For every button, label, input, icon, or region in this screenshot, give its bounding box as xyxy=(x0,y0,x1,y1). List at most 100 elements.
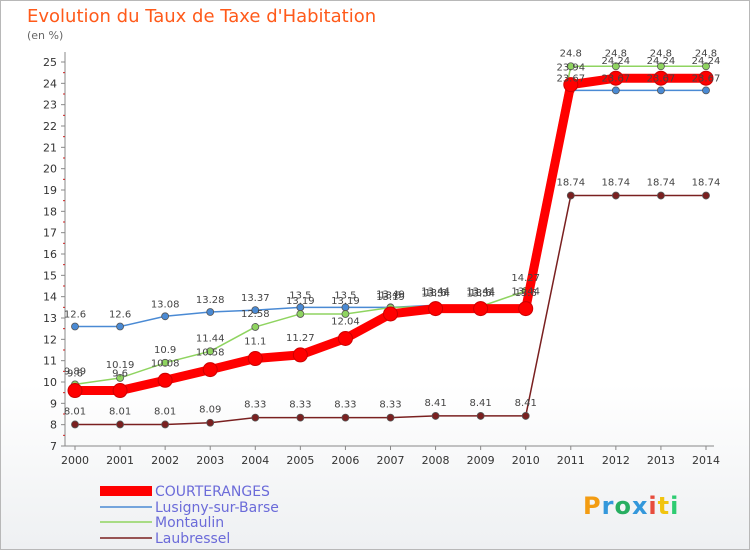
legend-label: Lusigny-sur-Barse xyxy=(155,500,279,516)
series-point-1 xyxy=(657,86,665,95)
series-point-0 xyxy=(247,351,263,367)
x-tick-label: 2010 xyxy=(512,454,540,467)
series-point-0 xyxy=(428,301,444,317)
legend-label: COURTERANGES xyxy=(155,484,270,500)
x-tick-label: 2005 xyxy=(286,454,314,467)
data-label: 13.6 xyxy=(470,288,492,299)
x-tick-label: 2012 xyxy=(602,454,630,467)
series-point-0 xyxy=(337,330,353,346)
data-label: 12.6 xyxy=(64,310,86,321)
logo-letter: P xyxy=(583,492,602,520)
series-point-0 xyxy=(518,301,534,317)
data-label: 9.6 xyxy=(112,369,128,380)
data-label: 13.19 xyxy=(331,296,360,307)
logo-letter: i xyxy=(670,492,680,520)
x-tick-label: 2013 xyxy=(647,454,675,467)
x-tick-label: 2007 xyxy=(377,454,405,467)
series-point-3 xyxy=(657,191,665,200)
data-label: 23.67 xyxy=(602,73,631,84)
series-point-0 xyxy=(653,70,669,86)
x-tick-label: 2011 xyxy=(557,454,585,467)
x-tick-label: 2003 xyxy=(196,454,224,467)
series-point-0 xyxy=(292,347,308,363)
data-label: 18.74 xyxy=(692,178,721,189)
series-point-0 xyxy=(202,362,218,378)
y-tick-label: 17 xyxy=(43,227,57,240)
series-point-3 xyxy=(476,412,485,420)
series-point-3 xyxy=(71,420,79,429)
series-point-0 xyxy=(67,383,83,399)
proxiti-logo: Proxiti xyxy=(583,492,679,520)
x-tick-label: 2000 xyxy=(61,454,89,467)
y-tick-label: 23 xyxy=(43,99,57,112)
data-label: 24.8 xyxy=(650,48,672,59)
data-label: 13.19 xyxy=(376,292,405,303)
data-label: 23.94 xyxy=(556,63,585,74)
data-label: 12.04 xyxy=(331,316,360,327)
y-tick-label: 19 xyxy=(43,184,57,197)
logo-letter: x xyxy=(631,492,649,520)
data-label: 13.5 xyxy=(289,290,311,301)
data-label: 13.54 xyxy=(421,288,450,299)
series-point-2 xyxy=(116,374,124,382)
data-label: 11.44 xyxy=(196,333,225,344)
y-tick-label: 22 xyxy=(43,120,57,133)
y-tick-label: 24 xyxy=(43,77,57,90)
data-label: 13.19 xyxy=(286,296,315,307)
series-point-2 xyxy=(206,347,215,356)
data-label: 13.28 xyxy=(196,295,225,306)
y-tick-label: 21 xyxy=(43,141,57,154)
y-tick-label: 8 xyxy=(50,419,57,432)
legend-label: Montaulin xyxy=(155,515,224,531)
x-tick-label: 2002 xyxy=(151,454,179,467)
data-label: 24.8 xyxy=(605,48,627,59)
data-label: 10.08 xyxy=(151,358,180,369)
series-point-3 xyxy=(206,418,215,427)
series-point-3 xyxy=(702,191,710,200)
series-point-0 xyxy=(608,70,624,86)
y-tick-label: 20 xyxy=(43,163,57,176)
data-label: 14.27 xyxy=(511,273,540,284)
data-label: 13.6 xyxy=(515,288,537,299)
chart-title: Evolution du Taux de Taxe d'Habitation xyxy=(27,6,377,27)
data-label: 10.9 xyxy=(154,345,176,356)
data-label: 13.6 xyxy=(424,288,446,299)
data-label: 18.74 xyxy=(647,178,676,189)
series-point-3 xyxy=(296,413,305,422)
data-label: 10.19 xyxy=(106,360,135,371)
data-label: 13.08 xyxy=(151,299,180,310)
series-point-3 xyxy=(116,420,124,429)
data-label: 12.6 xyxy=(109,310,131,321)
series-point-3 xyxy=(611,191,620,200)
y-tick-label: 25 xyxy=(43,56,57,69)
data-label: 8.01 xyxy=(109,406,131,417)
series-point-0 xyxy=(563,77,579,93)
series-line-2 xyxy=(74,65,706,386)
y-tick-label: 12 xyxy=(43,333,57,346)
data-label: 8.33 xyxy=(379,400,401,411)
y-tick-label: 16 xyxy=(43,248,57,261)
y-tick-label: 14 xyxy=(43,291,57,304)
data-label: 9.89 xyxy=(64,366,86,377)
data-label: 11.27 xyxy=(286,333,315,344)
data-label: 12.58 xyxy=(241,309,270,320)
series-point-1 xyxy=(251,306,260,315)
series-point-3 xyxy=(251,413,260,422)
series-point-3 xyxy=(521,412,530,420)
y-tick-label: 9 xyxy=(50,397,57,410)
data-label: 8.33 xyxy=(244,400,266,411)
x-tick-label: 2014 xyxy=(692,454,720,467)
data-label: 23.67 xyxy=(692,73,721,84)
y-unit-label: (en %) xyxy=(27,29,64,42)
series-point-0 xyxy=(157,372,173,388)
series-point-3 xyxy=(566,191,575,200)
series-point-0 xyxy=(112,383,128,399)
data-label: 8.33 xyxy=(289,400,311,411)
data-label: 9.6 xyxy=(67,369,83,380)
data-label: 8.09 xyxy=(199,405,221,416)
data-label: 23.67 xyxy=(647,73,676,84)
x-tick-label: 2009 xyxy=(467,454,495,467)
series-point-3 xyxy=(386,413,395,422)
